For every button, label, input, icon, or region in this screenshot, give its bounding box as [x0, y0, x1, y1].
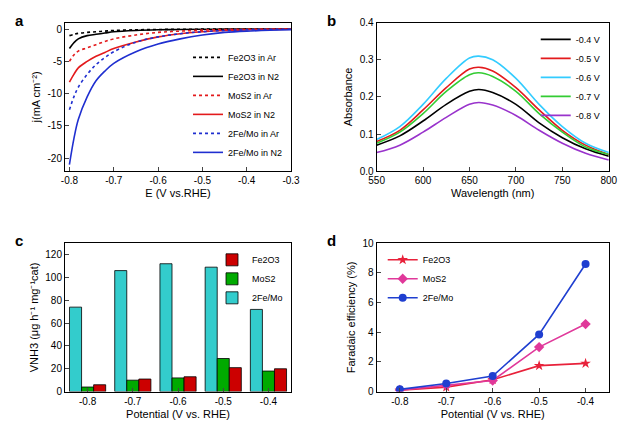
svg-text:-0.6: -0.6 [484, 396, 502, 407]
svg-text:a: a [15, 12, 24, 29]
svg-text:2Fe/Mo in N2: 2Fe/Mo in N2 [228, 148, 282, 158]
svg-text:-0.5: -0.5 [215, 396, 233, 407]
svg-text:-0.4: -0.4 [238, 175, 256, 186]
svg-text:-0.6 V: -0.6 V [576, 73, 600, 83]
svg-text:800: 800 [600, 175, 617, 186]
svg-text:-0.4: -0.4 [577, 396, 595, 407]
svg-text:100: 100 [45, 272, 62, 283]
svg-text:0.3: 0.3 [360, 54, 374, 65]
svg-text:Faradaic efficiency (%): Faradaic efficiency (%) [345, 262, 357, 374]
svg-text:0.4: 0.4 [360, 17, 374, 28]
svg-text:Fe2O3 in Ar: Fe2O3 in Ar [228, 53, 276, 63]
svg-text:4: 4 [368, 327, 374, 338]
svg-text:E (V vs.RHE): E (V vs.RHE) [145, 187, 210, 199]
svg-text:650: 650 [461, 175, 478, 186]
svg-text:8: 8 [368, 267, 374, 278]
svg-text:MoS2: MoS2 [252, 274, 276, 284]
svg-text:700: 700 [508, 175, 525, 186]
svg-text:-0.4: -0.4 [260, 396, 278, 407]
svg-text:-0.6: -0.6 [169, 396, 187, 407]
svg-text:0.2: 0.2 [360, 91, 374, 102]
svg-text:-10: -10 [48, 88, 63, 99]
svg-text:750: 750 [554, 175, 571, 186]
svg-text:Potential (V vs. RHE): Potential (V vs. RHE) [441, 408, 545, 420]
svg-text:-0.7: -0.7 [124, 396, 142, 407]
svg-text:2Fe/Mo: 2Fe/Mo [423, 293, 454, 303]
svg-text:-0.4 V: -0.4 V [576, 35, 600, 45]
svg-text:Fe2O3 in N2: Fe2O3 in N2 [228, 72, 279, 82]
svg-text:-0.3: -0.3 [282, 175, 300, 186]
svg-text:20: 20 [51, 363, 63, 374]
svg-text:2: 2 [368, 356, 374, 367]
svg-text:6: 6 [368, 297, 374, 308]
svg-text:-0.7: -0.7 [105, 175, 123, 186]
svg-text:-5: -5 [53, 56, 62, 67]
svg-text:-0.7 V: -0.7 V [576, 92, 600, 102]
svg-text:MoS2 in Ar: MoS2 in Ar [228, 91, 272, 101]
svg-text:-0.8: -0.8 [391, 396, 409, 407]
svg-text:550: 550 [368, 175, 385, 186]
svg-text:b: b [327, 12, 336, 29]
svg-text:60: 60 [51, 318, 63, 329]
svg-text:-0.5: -0.5 [531, 396, 549, 407]
svg-text:0: 0 [368, 386, 374, 397]
svg-text:d: d [327, 232, 336, 249]
svg-text:40: 40 [51, 340, 63, 351]
svg-text:0.1: 0.1 [360, 129, 374, 140]
svg-text:120: 120 [45, 249, 62, 260]
svg-text:-15: -15 [48, 120, 63, 131]
svg-text:-20: -20 [48, 153, 63, 164]
svg-text:-0.8 V: -0.8 V [576, 111, 600, 121]
svg-text:j(mA cm⁻²): j(mA cm⁻²) [30, 71, 42, 123]
svg-text:c: c [15, 232, 23, 249]
svg-text:2Fe/Mo in Ar: 2Fe/Mo in Ar [228, 129, 279, 139]
svg-text:Absorbance: Absorbance [342, 68, 354, 127]
svg-text:Fe2O3: Fe2O3 [423, 255, 451, 265]
svg-text:VNH3 (μg h⁻¹ mg⁻¹cat): VNH3 (μg h⁻¹ mg⁻¹cat) [28, 263, 40, 373]
svg-text:MoS2: MoS2 [423, 274, 447, 284]
svg-text:0: 0 [56, 386, 62, 397]
svg-text:-0.5: -0.5 [194, 175, 212, 186]
svg-text:-0.8: -0.8 [79, 396, 97, 407]
svg-text:MoS2 in N2: MoS2 in N2 [228, 110, 275, 120]
svg-text:0: 0 [56, 24, 62, 35]
svg-text:80: 80 [51, 295, 63, 306]
svg-text:-0.6: -0.6 [149, 175, 167, 186]
svg-text:10: 10 [362, 238, 374, 249]
svg-text:600: 600 [415, 175, 432, 186]
svg-text:2Fe/Mo: 2Fe/Mo [252, 293, 283, 303]
svg-text:Wavelength (nm): Wavelength (nm) [451, 187, 534, 199]
svg-text:Fe2O3: Fe2O3 [252, 255, 280, 265]
svg-text:Potential (V vs. RHE): Potential (V vs. RHE) [126, 408, 230, 420]
svg-text:-0.8: -0.8 [61, 175, 79, 186]
svg-text:0.0: 0.0 [360, 166, 374, 177]
svg-text:-0.7: -0.7 [438, 396, 456, 407]
svg-text:-0.5 V: -0.5 V [576, 54, 600, 64]
